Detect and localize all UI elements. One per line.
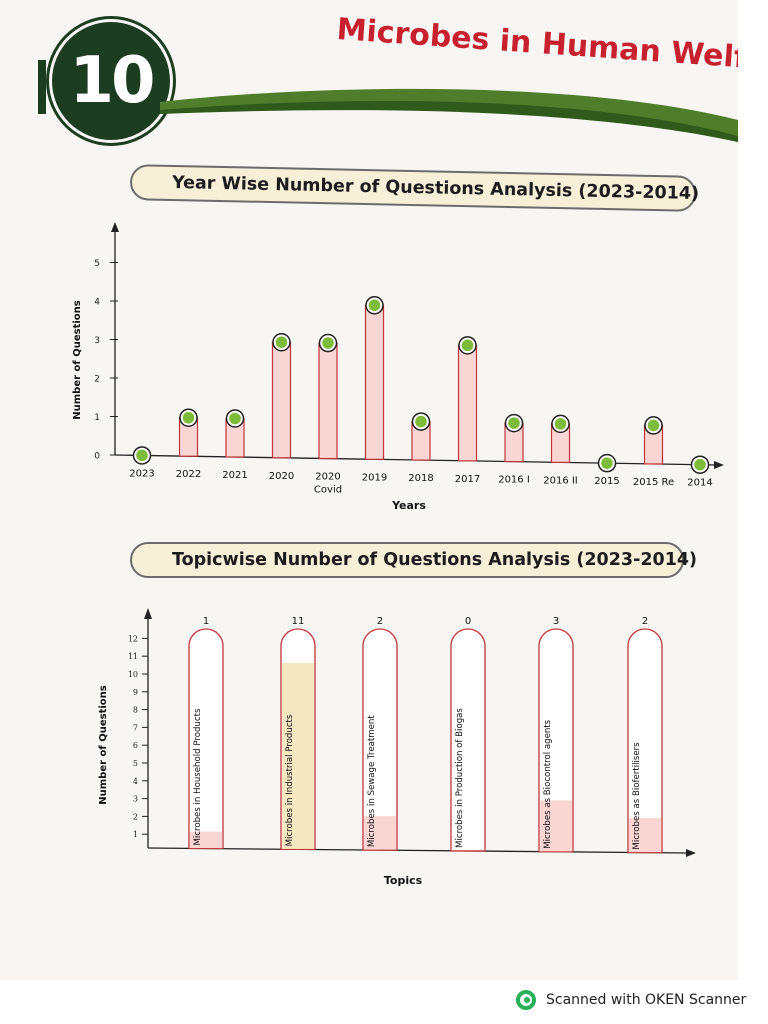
topic-bar-outline bbox=[188, 628, 224, 850]
topic-y-tick-label: 12 bbox=[128, 634, 138, 643]
topic-bar-outline bbox=[362, 628, 398, 851]
topic-y-tick-label: 5 bbox=[133, 759, 138, 768]
year-marker bbox=[322, 337, 334, 349]
year-y-axis-label: Number of Questions bbox=[72, 300, 83, 420]
year-category-label: Covid bbox=[314, 485, 342, 496]
topic-chart-bars bbox=[188, 628, 663, 854]
topic-bar-outline bbox=[538, 628, 574, 853]
year-category-label: 2018 bbox=[408, 473, 433, 484]
topic-value-label: 11 bbox=[292, 616, 305, 627]
topic-chart-banner: Topicwise Number of Questions Analysis (… bbox=[130, 542, 697, 578]
header-swoosh bbox=[160, 88, 738, 142]
topic-y-tick-label: 8 bbox=[133, 706, 138, 715]
year-marker bbox=[182, 411, 195, 424]
topic-value-label: 1 bbox=[203, 616, 209, 627]
year-y-tick-label: 5 bbox=[94, 259, 100, 269]
page-margin bbox=[0, 980, 768, 1024]
year-y-tick-label: 1 bbox=[94, 413, 100, 423]
topic-value-label: 0 bbox=[465, 616, 471, 627]
topic-value-label: 3 bbox=[553, 616, 559, 627]
topic-y-tick-label: 4 bbox=[133, 777, 138, 786]
year-y-tick-label: 3 bbox=[94, 336, 100, 346]
textbook-page: 10 Microbes in Human Welfare Year Wise N… bbox=[0, 0, 738, 980]
year-marker bbox=[601, 457, 613, 469]
year-marker bbox=[229, 412, 241, 425]
topic-x-axis-label: Topics bbox=[384, 874, 423, 887]
topic-category-label: Microbes in Sewage Treatment bbox=[367, 715, 377, 848]
year-category-label: 2021 bbox=[222, 470, 247, 481]
year-chart-labels: 0 1 2 3 4 5 Number of Questions Years 2023 2022 20… bbox=[72, 259, 713, 512]
year-y-tick-label: 0 bbox=[94, 452, 100, 462]
topic-y-tick-label: 6 bbox=[133, 741, 138, 750]
year-chart: 0 1 2 3 4 5 Number of Questions Years 2023 2022 20… bbox=[72, 222, 724, 512]
year-marker bbox=[368, 299, 381, 312]
topic-bar bbox=[364, 816, 396, 850]
year-marker bbox=[554, 418, 567, 430]
year-category-label: 2022 bbox=[176, 469, 201, 480]
topic-y-tick-label: 9 bbox=[133, 688, 138, 697]
year-marker bbox=[136, 449, 148, 462]
topic-bar-outline bbox=[450, 628, 486, 852]
year-marker bbox=[647, 419, 660, 432]
year-category-label: 2014 bbox=[687, 478, 712, 489]
topic-y-tick-label: 1 bbox=[133, 830, 138, 839]
topic-value-label: 2 bbox=[377, 616, 383, 627]
year-category-label: 2016 II bbox=[543, 475, 578, 486]
topic-y-axis-arrow bbox=[144, 608, 152, 619]
topic-y-tick-label: 2 bbox=[133, 812, 138, 821]
topic-bar bbox=[540, 800, 572, 852]
chapter-bracket bbox=[38, 60, 46, 114]
topic-chart-axes bbox=[142, 608, 696, 857]
year-category-label: 2016 I bbox=[498, 475, 530, 486]
year-y-tick-label: 2 bbox=[94, 375, 100, 385]
topic-category-label: Microbes in Household Products bbox=[193, 708, 203, 845]
year-x-axis-label: Years bbox=[391, 499, 426, 512]
year-category-label: 2019 bbox=[362, 472, 387, 483]
year-marker bbox=[508, 417, 520, 429]
year-category-label: 2015 Re bbox=[633, 477, 674, 488]
year-x-axis-arrow bbox=[714, 461, 724, 469]
year-chart-bars bbox=[132, 296, 710, 474]
chapter-number-badge: 10 bbox=[52, 22, 170, 140]
topic-category-label: Microbes as Biocontrol agents bbox=[543, 719, 553, 848]
topic-category-label: Microbes as Biofertilisers bbox=[632, 742, 642, 850]
topic-x-axis bbox=[147, 847, 691, 854]
year-marker bbox=[415, 415, 427, 428]
topic-x-axis-arrow bbox=[686, 849, 696, 857]
year-marker bbox=[694, 458, 706, 471]
year-marker bbox=[461, 339, 474, 352]
topic-y-axis-label: Number of Questions bbox=[98, 685, 109, 805]
topic-y-tick-label: 3 bbox=[133, 795, 138, 804]
scanner-text: Scanned with OKEN Scanner bbox=[546, 992, 747, 1008]
topic-bar-outline bbox=[627, 628, 663, 854]
scanner-watermark: Scanned with OKEN Scanner bbox=[516, 990, 746, 1010]
topic-y-tick-label: 10 bbox=[128, 670, 138, 679]
year-y-tick-label: 4 bbox=[94, 298, 100, 308]
year-category-label: 2015 bbox=[594, 476, 619, 487]
topic-value-label: 2 bbox=[642, 616, 648, 627]
year-category-label: 2023 bbox=[129, 468, 154, 479]
year-category-label: 2017 bbox=[455, 474, 480, 485]
topic-chart-title: Topicwise Number of Questions Analysis (… bbox=[172, 550, 698, 570]
year-marker bbox=[275, 336, 288, 349]
year-category-label: 2020 bbox=[269, 471, 294, 482]
topic-bar bbox=[629, 818, 661, 853]
topic-y-tick-label: 7 bbox=[133, 723, 138, 732]
topic-bar bbox=[282, 662, 314, 849]
topic-bar bbox=[190, 831, 222, 849]
topic-y-tick-label: 11 bbox=[128, 652, 138, 661]
scanner-logo-icon bbox=[516, 990, 536, 1010]
year-y-axis-arrow bbox=[111, 222, 119, 232]
topic-category-label: Microbes in Industrial Products bbox=[285, 714, 295, 846]
year-category-label: 2020 bbox=[315, 472, 340, 483]
topic-category-label: Microbes in Production of Biogas bbox=[455, 708, 465, 848]
